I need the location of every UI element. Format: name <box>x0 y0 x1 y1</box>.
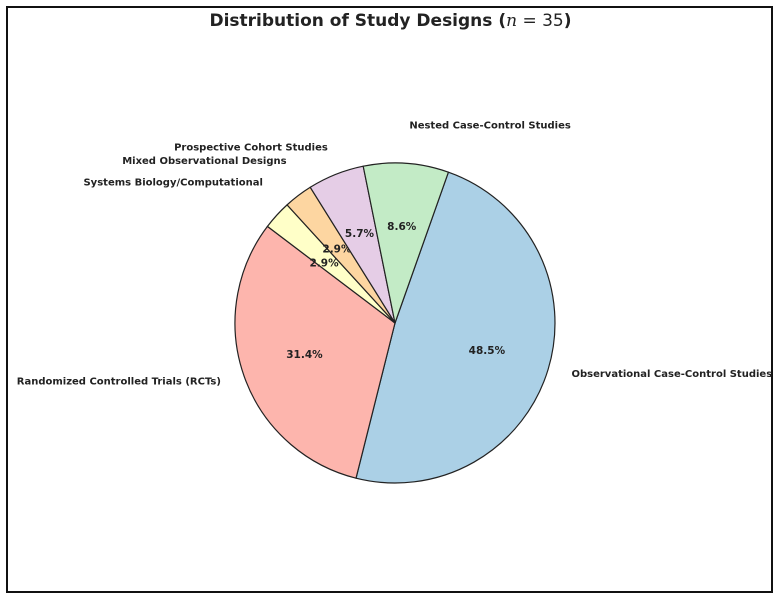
slice-percentage-label: 2.9% <box>322 244 352 256</box>
chart-title-open-paren: ( <box>498 11 507 31</box>
slice-label: Systems Biology/Computational <box>83 177 262 188</box>
slice-percentage-label: 2.9% <box>309 257 339 269</box>
slice-percentage-label: 31.4% <box>286 349 323 361</box>
slice-label: Mixed Observational Designs <box>122 156 286 167</box>
pie-slice <box>234 225 396 479</box>
chart-title-n-value: = 35 <box>517 11 564 31</box>
slice-label: Randomized Controlled Trials (RCTs) <box>17 376 221 387</box>
chart-title: Distribution of Study Designs (n = 35) <box>0 11 781 31</box>
slice-percentage-label: 8.6% <box>387 221 417 233</box>
slice-label: Observational Case-Control Studies <box>571 369 772 380</box>
pie-slice <box>362 162 450 324</box>
pie-slice <box>355 171 556 484</box>
slice-label: Prospective Cohort Studies <box>174 143 328 154</box>
slice-label: Nested Case-Control Studies <box>409 120 571 131</box>
chart-title-text: Distribution of Study Designs <box>209 11 493 31</box>
chart-title-close-paren: ) <box>563 11 572 31</box>
chart-title-n-variable: n <box>506 11 518 31</box>
slice-percentage-label: 5.7% <box>345 228 375 240</box>
slice-percentage-label: 48.5% <box>469 345 506 357</box>
